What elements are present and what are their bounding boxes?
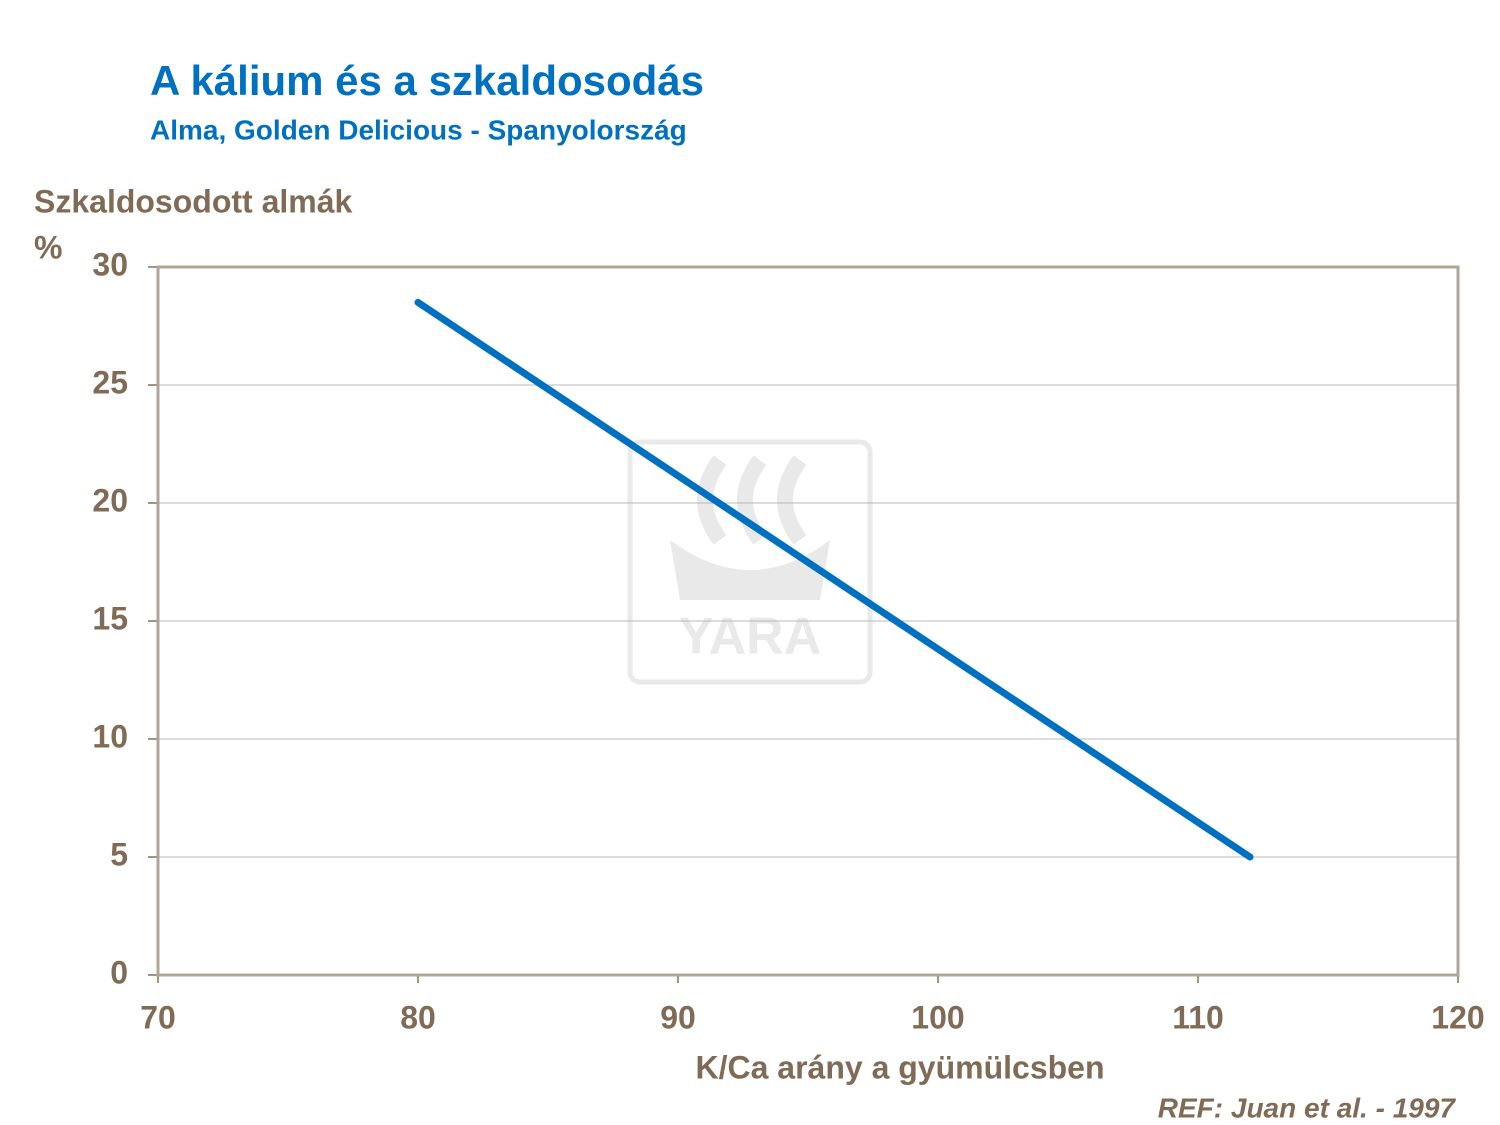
watermark-logo: YARA	[627, 439, 873, 685]
x-tick-label: 100	[911, 999, 964, 1035]
x-axis-label: K/Ca arány a gyümülcsben	[695, 1049, 1104, 1085]
x-tick-label: 120	[1431, 999, 1484, 1035]
y-tick-label: 0	[110, 954, 128, 990]
chart-subtitle: Alma, Golden Delicious - Spanyolország	[150, 114, 687, 145]
y-tick-label: 15	[92, 600, 128, 636]
y-tick-label: 10	[92, 718, 128, 754]
watermark-text: YARA	[679, 608, 822, 666]
y-axis-label: Szkaldosodott almák	[34, 183, 353, 219]
y-tick-label: 30	[92, 246, 128, 282]
reference-note: REF: Juan et al. - 1997	[1158, 1092, 1457, 1123]
x-tick-label: 110	[1172, 999, 1224, 1035]
chart-title: A kálium és a szkaldosodás	[150, 57, 704, 104]
plot-frame	[156, 265, 1460, 977]
x-tick-label: 70	[140, 999, 176, 1035]
y-tick-label: 5	[110, 836, 128, 872]
data-line	[414, 298, 1254, 861]
y-tick-label: 20	[92, 482, 128, 518]
logo-sails	[697, 455, 807, 545]
logo-ship	[670, 540, 830, 600]
logo-frame	[627, 439, 873, 685]
y-tick-label: 25	[92, 364, 128, 400]
y-axis-unit: %	[34, 229, 62, 265]
x-tick-label: 80	[400, 999, 436, 1035]
x-tick-label: 90	[660, 999, 696, 1035]
